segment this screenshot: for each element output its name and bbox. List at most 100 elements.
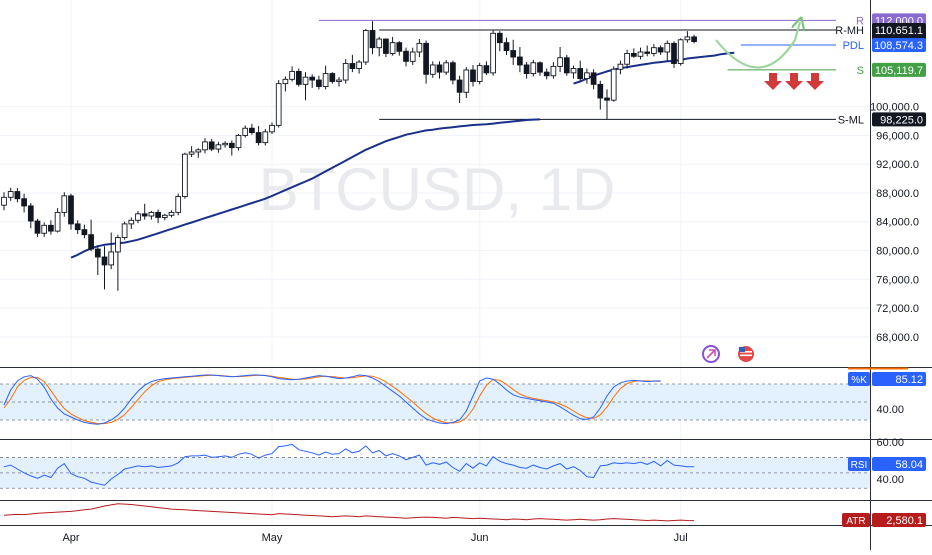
candle[interactable]: [436, 61, 443, 79]
candle[interactable]: [644, 45, 651, 57]
candle[interactable]: [222, 141, 228, 148]
candle[interactable]: [249, 123, 255, 135]
candle[interactable]: [215, 141, 222, 153]
us-flag-icon[interactable]: [738, 346, 754, 362]
candle[interactable]: [94, 246, 101, 275]
candle[interactable]: [517, 46, 523, 73]
candle[interactable]: [657, 45, 664, 55]
candle[interactable]: [510, 39, 517, 65]
candle[interactable]: [389, 36, 396, 56]
candle[interactable]: [195, 148, 202, 158]
candle[interactable]: [537, 61, 543, 76]
candle[interactable]: [295, 68, 302, 87]
candle[interactable]: [275, 80, 282, 128]
candle[interactable]: [677, 38, 684, 66]
candle[interactable]: [282, 76, 289, 92]
candle[interactable]: [34, 218, 41, 237]
candle[interactable]: [228, 140, 235, 156]
candle[interactable]: [383, 38, 389, 58]
candle[interactable]: [242, 125, 249, 138]
candle[interactable]: [202, 138, 208, 154]
candle[interactable]: [101, 246, 108, 290]
candle[interactable]: [590, 69, 597, 90]
candle[interactable]: [563, 54, 570, 76]
candle[interactable]: [376, 36, 383, 57]
candle[interactable]: [483, 61, 490, 76]
candle[interactable]: [617, 60, 624, 75]
candle[interactable]: [503, 37, 510, 55]
candle[interactable]: [68, 193, 74, 230]
candle[interactable]: [664, 40, 671, 62]
candle[interactable]: [262, 128, 269, 146]
candle[interactable]: [208, 139, 215, 152]
candle[interactable]: [396, 41, 403, 56]
candle[interactable]: [443, 59, 450, 76]
candle[interactable]: [168, 210, 175, 218]
candle[interactable]: [630, 48, 637, 58]
candle[interactable]: [684, 31, 691, 43]
candle[interactable]: [309, 74, 316, 88]
candle[interactable]: [624, 49, 630, 69]
candle[interactable]: [362, 28, 369, 65]
candle[interactable]: [356, 59, 362, 74]
candle[interactable]: [255, 126, 262, 146]
candle[interactable]: [577, 60, 584, 81]
candle[interactable]: [115, 234, 121, 291]
candle[interactable]: [336, 77, 342, 87]
candle[interactable]: [269, 122, 275, 134]
candle[interactable]: [584, 68, 590, 84]
candle[interactable]: [81, 224, 88, 239]
candle[interactable]: [1, 192, 7, 211]
candle[interactable]: [671, 41, 677, 68]
candle[interactable]: [14, 187, 21, 203]
candle[interactable]: [557, 46, 563, 73]
candle[interactable]: [450, 60, 456, 85]
candle[interactable]: [135, 210, 141, 224]
dividend-icon[interactable]: [702, 345, 720, 363]
candle[interactable]: [409, 47, 416, 65]
candle[interactable]: [27, 203, 34, 229]
candle[interactable]: [423, 40, 429, 84]
candle[interactable]: [302, 72, 309, 101]
candle[interactable]: [7, 187, 14, 201]
candle[interactable]: [316, 75, 322, 90]
candle[interactable]: [61, 192, 68, 217]
candle[interactable]: [530, 59, 537, 77]
candle[interactable]: [369, 21, 376, 55]
candle[interactable]: [289, 66, 295, 82]
candle[interactable]: [570, 65, 577, 79]
candle[interactable]: [416, 39, 423, 58]
candle[interactable]: [74, 220, 81, 234]
candle[interactable]: [403, 47, 409, 67]
candle[interactable]: [476, 62, 483, 85]
candle[interactable]: [429, 61, 436, 78]
candle[interactable]: [121, 221, 128, 240]
candle[interactable]: [175, 193, 182, 216]
candle[interactable]: [637, 47, 644, 60]
candle[interactable]: [161, 213, 168, 221]
candle[interactable]: [610, 66, 617, 102]
candle[interactable]: [41, 222, 48, 237]
candle[interactable]: [182, 152, 188, 199]
candle[interactable]: [155, 209, 161, 224]
candle[interactable]: [141, 203, 148, 220]
candle[interactable]: [235, 133, 242, 151]
candle[interactable]: [48, 220, 54, 235]
candle[interactable]: [108, 232, 115, 270]
candle[interactable]: [21, 193, 27, 213]
candle[interactable]: [88, 219, 94, 252]
candle[interactable]: [651, 44, 657, 57]
candle[interactable]: [188, 146, 195, 158]
candle[interactable]: [54, 208, 61, 233]
candle[interactable]: [691, 34, 697, 44]
candle[interactable]: [349, 54, 356, 73]
candle[interactable]: [128, 217, 135, 229]
candle[interactable]: [456, 75, 463, 104]
candle[interactable]: [463, 67, 470, 99]
candle[interactable]: [329, 72, 336, 84]
candle[interactable]: [322, 65, 329, 90]
candle[interactable]: [543, 68, 550, 80]
candle[interactable]: [342, 59, 349, 84]
candle[interactable]: [496, 31, 503, 52]
